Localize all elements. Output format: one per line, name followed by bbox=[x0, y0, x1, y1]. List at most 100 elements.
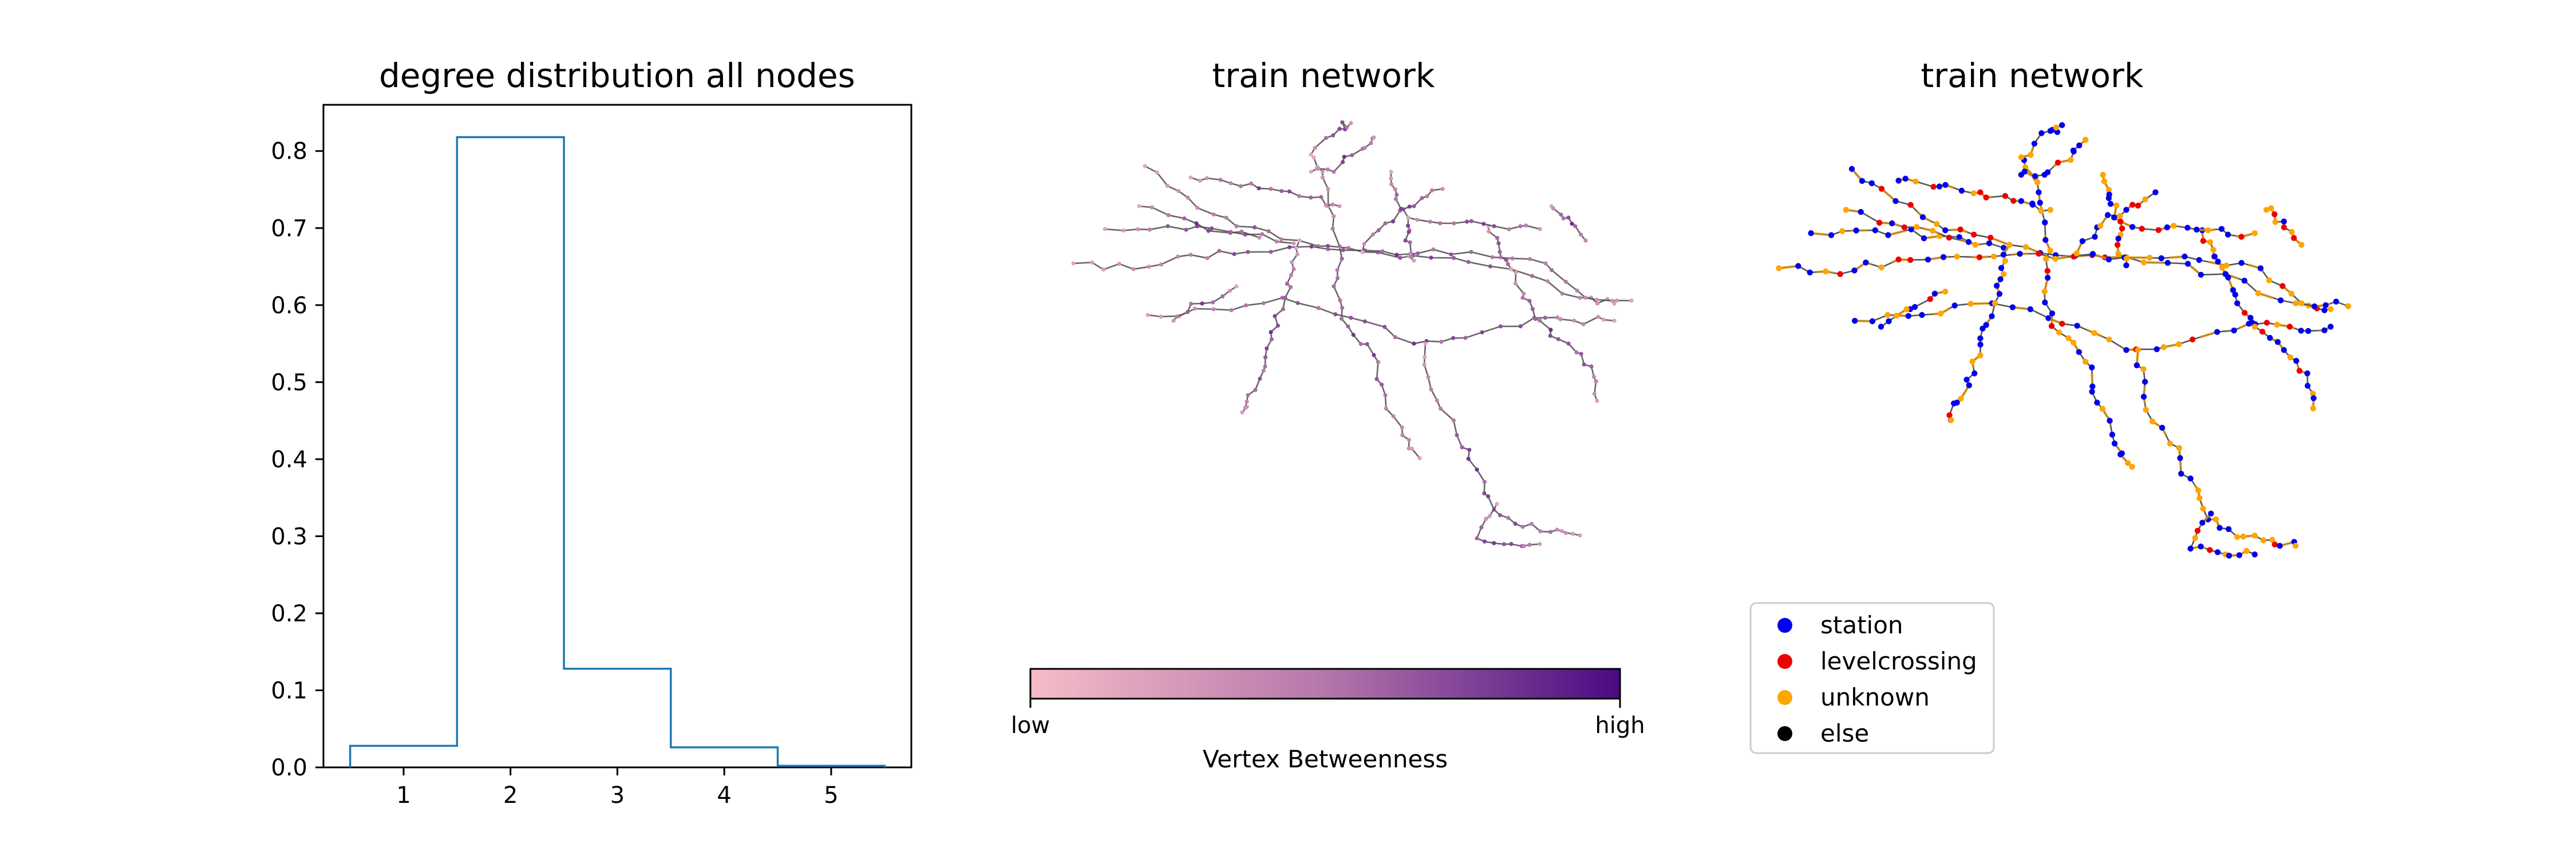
network-node bbox=[1398, 255, 1402, 260]
network-node bbox=[2328, 306, 2334, 312]
network-node bbox=[1155, 170, 1159, 175]
network-node bbox=[2232, 291, 2238, 298]
network-node bbox=[2113, 202, 2120, 208]
network-node bbox=[2164, 259, 2171, 266]
network-node bbox=[1893, 313, 1899, 319]
network-node bbox=[2117, 213, 2123, 219]
network-node bbox=[1615, 298, 1619, 303]
network-node bbox=[1538, 542, 1542, 546]
network-node bbox=[1243, 303, 1249, 308]
network-node bbox=[2092, 234, 2098, 240]
network-node bbox=[1171, 318, 1176, 323]
network-node bbox=[2281, 224, 2287, 231]
network-node bbox=[2196, 257, 2202, 263]
network-node bbox=[2271, 211, 2278, 218]
network-node bbox=[2288, 290, 2295, 297]
network-node bbox=[1848, 166, 1855, 172]
network-node bbox=[2178, 471, 2184, 477]
legend-frame bbox=[1749, 602, 1995, 754]
network-node bbox=[1942, 227, 1949, 234]
network-node bbox=[1591, 375, 1596, 379]
network-node bbox=[2134, 362, 2140, 369]
network-node bbox=[1583, 295, 1588, 300]
network-node bbox=[1518, 224, 1523, 228]
network-node bbox=[1239, 229, 1244, 234]
network-node bbox=[1563, 279, 1568, 284]
network-node bbox=[2114, 242, 2121, 248]
network-node bbox=[1822, 268, 1829, 275]
network-node bbox=[1839, 228, 1846, 234]
network-node bbox=[1383, 221, 1388, 226]
network-node bbox=[1188, 253, 1193, 257]
unknown-node-run bbox=[1855, 302, 2332, 352]
network-node bbox=[1389, 182, 1394, 187]
network-node bbox=[2269, 537, 2275, 543]
network-node bbox=[2184, 224, 2191, 231]
network-node bbox=[1934, 220, 1940, 227]
network-node bbox=[1913, 178, 1919, 185]
betweenness-network-panel: train network low high Vertex Betweennes… bbox=[1011, 56, 1645, 773]
network-node bbox=[1333, 312, 1338, 317]
network-node bbox=[2142, 196, 2148, 203]
node-type-network-title: train network bbox=[1921, 56, 2144, 95]
network-node bbox=[1263, 355, 1268, 360]
network-node bbox=[1946, 234, 1953, 241]
network-node bbox=[1331, 133, 1336, 137]
network-node bbox=[1281, 307, 1285, 312]
network-node bbox=[1506, 262, 1510, 266]
network-node bbox=[2187, 545, 2194, 552]
network-node bbox=[2225, 274, 2231, 281]
unknown-node-run bbox=[1947, 244, 2011, 422]
x-tick-label: 5 bbox=[824, 782, 838, 809]
y-tick-label: 0.4 bbox=[271, 447, 307, 473]
network-node bbox=[1406, 223, 1411, 228]
network-node bbox=[1559, 529, 1564, 533]
network-node bbox=[2234, 300, 2241, 306]
network-node bbox=[1907, 202, 1914, 208]
network-edge bbox=[2225, 273, 2314, 409]
network-node bbox=[1990, 253, 1997, 259]
network-node bbox=[1570, 222, 1574, 226]
network-node bbox=[1349, 121, 1353, 125]
network-node bbox=[1257, 235, 1262, 240]
network-node bbox=[2293, 542, 2299, 549]
network-edge bbox=[1242, 240, 1301, 413]
network-node bbox=[1269, 337, 1274, 342]
network-node bbox=[1524, 223, 1528, 228]
network-node bbox=[1420, 196, 1424, 200]
y-tick-label: 0.0 bbox=[271, 755, 307, 781]
network-node bbox=[2006, 242, 2013, 248]
network-node bbox=[2214, 549, 2221, 555]
network-node bbox=[1220, 294, 1225, 299]
network-node bbox=[1595, 297, 1599, 302]
network-node bbox=[1289, 285, 1293, 289]
betweenness-colorbar bbox=[1029, 668, 1621, 700]
network-node bbox=[1175, 314, 1179, 319]
network-node bbox=[1411, 253, 1416, 258]
x-tick-label: 4 bbox=[717, 782, 732, 809]
network-node bbox=[2028, 152, 2034, 158]
x-tick-label: 3 bbox=[610, 782, 625, 809]
network-node bbox=[1287, 245, 1292, 250]
network-node bbox=[1186, 195, 1190, 200]
histogram-bar bbox=[350, 746, 457, 767]
network-node bbox=[2041, 289, 2048, 295]
network-node bbox=[2105, 256, 2112, 263]
network-node bbox=[1384, 406, 1388, 411]
network-node bbox=[1291, 241, 1296, 246]
network-node bbox=[2215, 258, 2221, 265]
network-node bbox=[1416, 251, 1420, 256]
network-node bbox=[1529, 522, 1534, 526]
network-node bbox=[1574, 350, 1579, 355]
network-node bbox=[1423, 355, 1427, 360]
network-node bbox=[1592, 392, 1597, 396]
network-node bbox=[1966, 382, 1972, 388]
histogram-bar bbox=[457, 137, 564, 767]
network-node bbox=[1341, 248, 1345, 253]
network-node bbox=[2106, 336, 2112, 342]
network-edge bbox=[2073, 191, 2156, 257]
network-node bbox=[1435, 398, 1439, 403]
network-node bbox=[2105, 195, 2112, 202]
network-node bbox=[2044, 274, 2051, 281]
network-node bbox=[2147, 254, 2153, 261]
